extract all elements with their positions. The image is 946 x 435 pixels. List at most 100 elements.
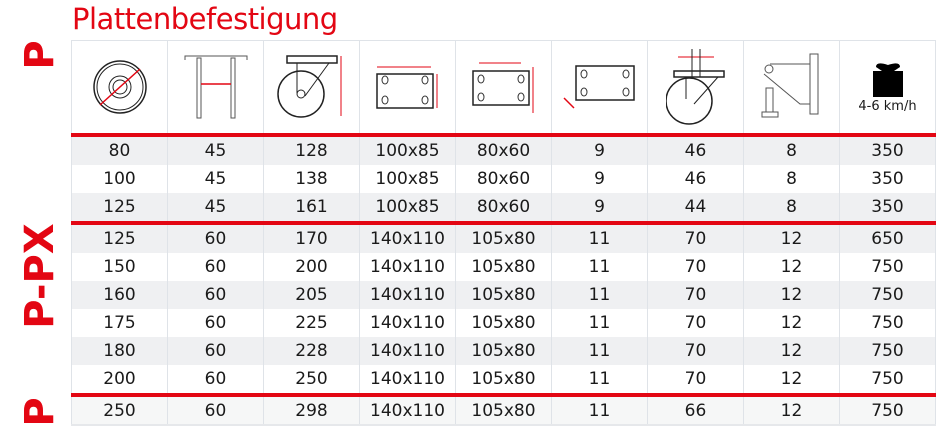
table-cell: 11 (551, 253, 648, 281)
bolt-hole-diameter-icon (562, 65, 635, 109)
table-cell: 70 (647, 253, 744, 281)
header-cell (263, 40, 360, 135)
table-row: 100 45 138 100x85 80x60 9 46 8 350 (71, 165, 936, 193)
header-cell (71, 40, 168, 135)
table-cell: 9 (551, 133, 648, 165)
table-cell: 205 (263, 281, 360, 309)
header-cell (455, 40, 552, 135)
table-cell: 750 (839, 393, 936, 426)
table-row: 160 60 205 140x110 105x80 11 70 12 750 (71, 281, 936, 309)
table-row: 250 60 298 140x110 105x80 11 66 12 750 (71, 393, 936, 426)
table-cell: 8 (743, 133, 840, 165)
table-cell: 9 (551, 165, 648, 193)
table-cell: 128 (263, 133, 360, 165)
table-cell: 100 (71, 165, 168, 193)
bracket-bolt-icon (761, 53, 818, 118)
overall-height-icon (276, 55, 341, 118)
plate-size-icon (375, 66, 437, 109)
table-cell: 11 (551, 281, 648, 309)
table-cell: 180 (71, 337, 168, 365)
table-cell: 11 (551, 365, 648, 395)
table-cell: 105x80 (455, 221, 552, 253)
header-cell (167, 40, 264, 135)
wheel-width-icon (184, 55, 247, 119)
table-cell: 60 (167, 337, 264, 365)
table-cell: 80x60 (455, 165, 552, 193)
series-label-p: P (17, 40, 63, 70)
table-cell: 105x80 (455, 309, 552, 337)
table-cell: 12 (743, 337, 840, 365)
table-cell: 140x110 (359, 309, 456, 337)
table-cell: 11 (551, 393, 648, 426)
table-cell: 140x110 (359, 221, 456, 253)
bolt-hole-spacing-icon (471, 62, 533, 113)
header-row: 4-6 km/h (71, 40, 936, 135)
header-cell (551, 40, 648, 135)
table-cell: 11 (551, 221, 648, 253)
table-cell: 150 (71, 253, 168, 281)
table-cell: 45 (167, 193, 264, 223)
table-row: 125 45 161 100x85 80x60 9 44 8 350 (71, 193, 936, 223)
table-cell: 350 (839, 193, 936, 223)
table-cell: 60 (167, 253, 264, 281)
table-cell: 140x110 (359, 393, 456, 426)
table-cell: 60 (167, 221, 264, 253)
table-row: 180 60 228 140x110 105x80 11 70 12 750 (71, 337, 936, 365)
table-cell: 105x80 (455, 337, 552, 365)
table-row: 200 60 250 140x110 105x80 11 70 12 750 (71, 365, 936, 395)
table-cell: 225 (263, 309, 360, 337)
table-cell: 200 (263, 253, 360, 281)
table-row: 150 60 200 140x110 105x80 11 70 12 750 (71, 253, 936, 281)
table-cell: 12 (743, 281, 840, 309)
table-cell: 161 (263, 193, 360, 223)
table-cell: 12 (743, 253, 840, 281)
table-cell: 170 (263, 221, 360, 253)
table-cell: 44 (647, 193, 744, 223)
series-label-p-px: P-PX (17, 223, 63, 329)
table-cell: 12 (743, 393, 840, 426)
table-cell: 140x110 (359, 337, 456, 365)
table-cell: 228 (263, 337, 360, 365)
table-cell: 60 (167, 365, 264, 395)
table-cell: 298 (263, 393, 360, 426)
speed-label: 4-6 km/h (858, 98, 917, 114)
table-cell: 11 (551, 309, 648, 337)
table-cell: 100x85 (359, 193, 456, 223)
table-cell: 200 (71, 365, 168, 395)
table-cell: 66 (647, 393, 744, 426)
wheel-diameter-icon (92, 60, 147, 114)
table-cell: 70 (647, 221, 744, 253)
table-cell: 750 (839, 253, 936, 281)
load-capacity-weight-icon (872, 62, 903, 97)
table-cell: 8 (743, 193, 840, 223)
spec-table: 4-6 km/h 80 45 128 100x85 80x60 9 46 8 350 100 45 1… (71, 40, 936, 426)
table-cell: 125 (71, 193, 168, 223)
table-cell: 750 (839, 337, 936, 365)
table-cell: 46 (647, 133, 744, 165)
table-cell: 140x110 (359, 253, 456, 281)
table-cell: 105x80 (455, 393, 552, 426)
table-cell: 750 (839, 281, 936, 309)
table-cell: 750 (839, 365, 936, 395)
table-cell: 105x80 (455, 281, 552, 309)
table-cell: 750 (839, 309, 936, 337)
table-cell: 8 (743, 165, 840, 193)
table-cell: 650 (839, 221, 936, 253)
table-cell: 11 (551, 337, 648, 365)
table-cell: 140x110 (359, 365, 456, 395)
header-cell (647, 40, 744, 135)
table-row: 80 45 128 100x85 80x60 9 46 8 350 (71, 133, 936, 165)
table-cell: 100x85 (359, 165, 456, 193)
table-cell: 46 (647, 165, 744, 193)
table-cell: 125 (71, 221, 168, 253)
table-cell: 160 (71, 281, 168, 309)
table-cell: 12 (743, 365, 840, 395)
table-cell: 45 (167, 165, 264, 193)
table-cell: 70 (647, 281, 744, 309)
table-row: 125 60 170 140x110 105x80 11 70 12 650 (71, 221, 936, 253)
table-cell: 80 (71, 133, 168, 165)
table-cell: 60 (167, 281, 264, 309)
table-cell: 12 (743, 221, 840, 253)
table-row: 175 60 225 140x110 105x80 11 70 12 750 (71, 309, 936, 337)
offset-icon (665, 49, 725, 125)
